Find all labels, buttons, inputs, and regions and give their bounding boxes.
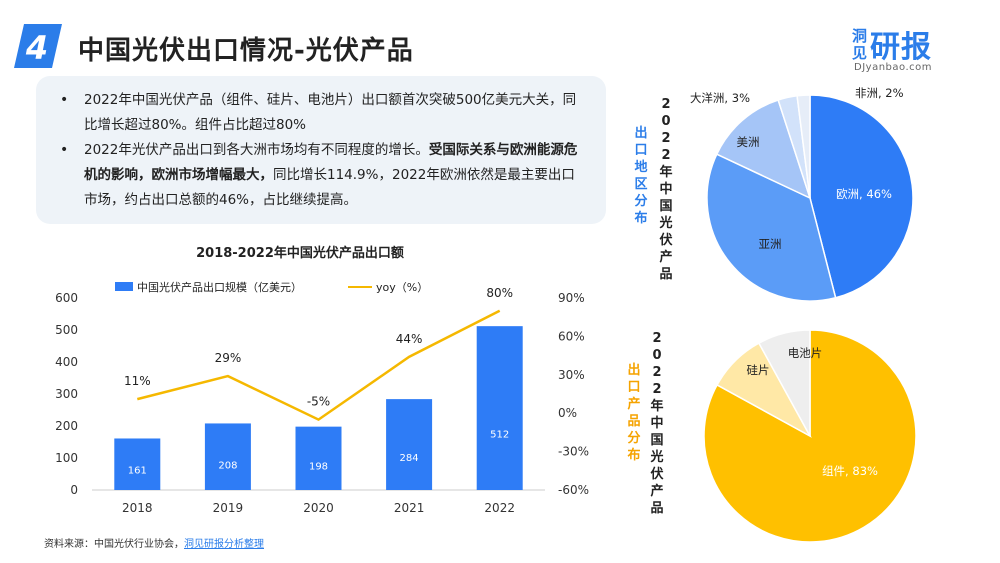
chart-title: 2018-2022年中国光伏产品出口额 [196, 245, 404, 261]
pie-slice-label: 电池片 [788, 346, 823, 360]
export-combo-chart: 2018-2022年中国光伏产品出口额 中国光伏产品出口规模（亿美元） yoy（… [55, 245, 589, 515]
y2-tick-label: 0% [558, 406, 577, 420]
logo-url: DJyanbao.com [854, 62, 932, 73]
pie-slice [706, 153, 837, 302]
pie-slice-label: 组件, 83% [822, 464, 878, 478]
pie-slice [757, 329, 811, 437]
summary-box: 2022年中国光伏产品（组件、硅片、电池片）出口额首次突破500亿美元大关，同比… [36, 76, 606, 224]
bar [386, 399, 433, 490]
logo-main-text: 研报 [870, 30, 932, 65]
legend-bar-label: 中国光伏产品出口规模（亿美元） [137, 280, 302, 294]
bar-value-label: 208 [218, 461, 237, 472]
pie-slice-label: 非洲, 2% [855, 86, 904, 100]
bar-value-label: 284 [400, 453, 419, 464]
pie-slice [715, 99, 812, 200]
yoy-label: 29% [215, 351, 242, 365]
pie-slice-label: 大洋洲, 3% [690, 91, 750, 105]
legend-line-label: yoy（%） [376, 281, 428, 294]
pie-slice-label: 美洲 [737, 135, 760, 149]
y-tick-label: 0 [70, 483, 78, 497]
section-number: 4 [25, 29, 48, 67]
bar [204, 423, 251, 490]
y2-tick-label: 90% [558, 291, 585, 305]
pie-slice-label: 硅片 [747, 363, 770, 377]
x-tick-label: 2019 [213, 501, 244, 515]
y2-tick-label: -30% [558, 445, 589, 459]
bar [114, 438, 161, 490]
x-tick-label: 2021 [394, 501, 425, 515]
yoy-label: 11% [124, 374, 151, 388]
page-title: 中国光伏出口情况-光伏产品 [78, 36, 414, 66]
y2-tick-label: 60% [558, 329, 585, 343]
y-tick-label: 300 [55, 387, 78, 401]
bar [295, 426, 342, 490]
pie-slice [809, 94, 914, 299]
y-tick-label: 200 [55, 419, 78, 433]
section-number-badge: 4 [14, 24, 62, 68]
legend-bar-swatch [115, 282, 133, 291]
x-tick-label: 2022 [484, 501, 515, 515]
product-pie-title-left: 出口产品分布 [627, 363, 641, 463]
yoy-label: 80% [486, 286, 513, 300]
bar-value-label: 512 [490, 430, 509, 441]
x-tick-label: 2018 [122, 501, 153, 515]
pie-slice-label: 欧洲, 46% [836, 187, 892, 201]
pie-slice [796, 94, 811, 199]
product-pie-chart: 组件, 83% 硅片 电池片 [703, 329, 917, 543]
summary-bullet-2: 2022年光伏产品出口到各大洲市场均有不同程度的增长。受国际关系与欧洲能源危机的… [58, 138, 588, 213]
summary-bullet-1: 2022年中国光伏产品（组件、硅片、电池片）出口额首次突破500亿美元大关，同比… [58, 88, 588, 138]
y-tick-label: 400 [55, 355, 78, 369]
region-pie-chart: 欧洲, 46% 亚洲 美洲 大洋洲, 3% 非洲, 2% [690, 86, 914, 302]
x-tick-label: 2020 [303, 501, 334, 515]
region-pie-title-left: 出口地区分布 [634, 126, 648, 226]
bar [476, 326, 523, 490]
yoy-label: -5% [307, 395, 330, 409]
y2-tick-label: 30% [558, 368, 585, 382]
y-tick-label: 100 [55, 451, 78, 465]
logo-left-text: 洞见 [852, 27, 868, 62]
y-tick-label: 500 [55, 323, 78, 337]
yoy-line [136, 309, 501, 422]
bar-value-label: 198 [309, 462, 328, 473]
y2-tick-label: -60% [558, 483, 589, 497]
y-tick-label: 600 [55, 291, 78, 305]
pie-slice-label: 亚洲 [759, 237, 782, 251]
brand-logo: 洞见 研报 DJyanbao.com [852, 22, 952, 82]
data-source: 资料来源：中国光伏行业协会，洞见研报分析整理 [44, 539, 264, 550]
bar-value-label: 161 [128, 466, 147, 477]
chart-legend: 中国光伏产品出口规模（亿美元） yoy（%） [115, 280, 428, 294]
yoy-label: 44% [396, 332, 423, 346]
